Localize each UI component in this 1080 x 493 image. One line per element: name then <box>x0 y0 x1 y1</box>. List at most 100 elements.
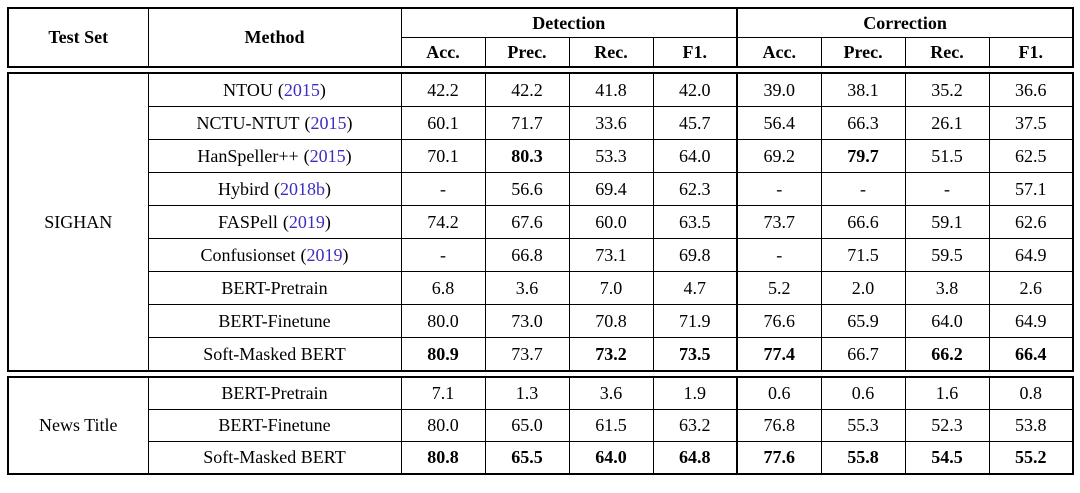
table-row: Soft-Masked BERT 80.9 73.7 73.2 73.5 77.… <box>8 337 1074 372</box>
metric-cell: 71.9 <box>652 304 738 338</box>
method-name: Soft-Masked BERT <box>203 343 346 364</box>
metric-cell: 3.6 <box>484 271 570 305</box>
metric-cell: 64.9 <box>988 304 1074 338</box>
metric-cell: 80.8 <box>400 441 486 475</box>
citation-link[interactable]: 2019 <box>288 211 325 232</box>
method-name: NCTU-NTUT <box>196 112 300 133</box>
metric-cell: 73.7 <box>484 337 570 372</box>
method-name: HanSpeller++ <box>197 145 299 166</box>
section-news-title: News Title BERT-Pretrain 7.1 1.3 3.6 1.9… <box>7 376 1074 475</box>
table-row: BERT-Pretrain 6.8 3.6 7.0 4.7 5.2 2.0 3.… <box>8 271 1074 305</box>
metric-cell: 45.7 <box>652 106 738 140</box>
metric-cell: 62.5 <box>988 139 1074 173</box>
metric-cell: 4.7 <box>652 271 738 305</box>
metric-cell: 64.9 <box>988 238 1074 272</box>
method-name: BERT-Pretrain <box>221 383 328 403</box>
metric-cell: 1.9 <box>652 376 738 410</box>
metric-cell: 62.3 <box>652 172 738 206</box>
paren: ( <box>304 112 311 133</box>
metric-cell: 5.2 <box>736 271 822 305</box>
metric-cell: 66.4 <box>988 337 1074 372</box>
metric-cell: 33.6 <box>568 106 654 140</box>
metric-cell: 59.1 <box>904 205 990 239</box>
table-row: NCTU-NTUT (2015) 60.1 71.7 33.6 45.7 56.4… <box>8 106 1074 140</box>
metric-cell: 2.6 <box>988 271 1074 305</box>
paren: ) <box>319 79 326 100</box>
metric-cell: 70.1 <box>400 139 486 173</box>
paren: ( <box>300 244 307 265</box>
correction-group-header: Correction <box>736 7 1074 38</box>
metric-cell: 80.3 <box>484 139 570 173</box>
table-header: Test Set Method Detection Correction Acc… <box>7 7 1075 68</box>
metric-cell: 42.2 <box>484 72 570 107</box>
metric-cell: 73.1 <box>568 238 654 272</box>
paren: ) <box>345 145 352 166</box>
metric-cell: 1.6 <box>904 376 990 410</box>
metric-cell: 64.0 <box>652 139 738 173</box>
metric-cell: 62.6 <box>988 205 1074 239</box>
metric-header: Prec. <box>484 37 570 68</box>
metric-cell: - <box>400 238 486 272</box>
table-row: FASPell (2019) 74.2 67.6 60.0 63.5 73.7 6… <box>8 205 1074 239</box>
metric-cell: 2.0 <box>820 271 906 305</box>
metric-cell: 67.6 <box>484 205 570 239</box>
metric-cell: 76.8 <box>736 409 822 442</box>
metric-cell: 76.6 <box>736 304 822 338</box>
header-row-metrics: Acc. Prec. Rec. F1. Acc. Prec. Rec. F1. <box>8 37 1074 68</box>
method-name: Confusionset <box>200 244 296 265</box>
citation-link[interactable]: 2015 <box>310 112 347 133</box>
header-row-groups: Test Set Method Detection Correction <box>7 7 1074 68</box>
paren: ) <box>346 112 353 133</box>
citation-link[interactable]: 2018b <box>280 178 325 199</box>
metric-header: Prec. <box>820 37 906 68</box>
section-sighan: SIGHAN NTOU (2015) 42.2 42.2 41.8 42.0 39… <box>7 72 1074 372</box>
metric-cell: 52.3 <box>904 409 990 442</box>
table-row: Soft-Masked BERT 80.8 65.5 64.0 64.8 77.… <box>8 441 1074 475</box>
metric-cell: 80.0 <box>400 409 486 442</box>
metric-cell: 69.2 <box>736 139 822 173</box>
paren: ) <box>342 244 349 265</box>
metric-cell: 60.0 <box>568 205 654 239</box>
metric-cell: 77.4 <box>736 337 822 372</box>
method-name: BERT-Finetune <box>218 415 331 435</box>
citation-link[interactable]: 2015 <box>283 79 320 100</box>
table-row: News Title BERT-Pretrain 7.1 1.3 3.6 1.9… <box>7 376 1074 475</box>
metric-cell: 57.1 <box>988 172 1074 206</box>
metric-cell: 0.6 <box>820 376 906 410</box>
metric-cell: 73.7 <box>736 205 822 239</box>
metric-cell: 37.5 <box>988 106 1074 140</box>
table-row: BERT-Finetune 80.0 65.0 61.5 63.2 76.8 5… <box>8 409 1074 442</box>
metric-cell: 35.2 <box>904 72 990 107</box>
metric-cell: 73.5 <box>652 337 738 372</box>
metric-cell: 71.7 <box>484 106 570 140</box>
test-set-cell: SIGHAN <box>7 72 149 372</box>
test-set-cell: News Title <box>7 376 149 475</box>
method-name: Soft-Masked BERT <box>203 447 346 467</box>
method-cell: HanSpeller++ (2015) <box>147 139 402 173</box>
metric-cell: 59.5 <box>904 238 990 272</box>
metric-cell: - <box>400 172 486 206</box>
metric-cell: 1.3 <box>484 376 570 410</box>
metric-cell: - <box>904 172 990 206</box>
citation-link[interactable]: 2015 <box>309 145 346 166</box>
metric-cell: 69.4 <box>568 172 654 206</box>
citation-link[interactable]: 2019 <box>306 244 343 265</box>
metric-cell: 74.2 <box>400 205 486 239</box>
metric-cell: 41.8 <box>568 72 654 107</box>
metric-cell: 70.8 <box>568 304 654 338</box>
metric-cell: 60.1 <box>400 106 486 140</box>
metric-cell: 73.0 <box>484 304 570 338</box>
table-row: HanSpeller++ (2015) 70.1 80.3 53.3 64.0 6… <box>8 139 1074 173</box>
method-header: Method <box>147 7 402 68</box>
metric-cell: - <box>736 172 822 206</box>
metric-cell: 7.1 <box>400 376 486 410</box>
metric-cell: 71.5 <box>820 238 906 272</box>
table-row: Confusionset (2019) - 66.8 73.1 69.8 - 71… <box>8 238 1074 272</box>
metric-header: F1. <box>988 37 1074 68</box>
method-cell: BERT-Finetune <box>147 304 402 338</box>
table-row: SIGHAN NTOU (2015) 42.2 42.2 41.8 42.0 39… <box>7 72 1074 372</box>
paren: ( <box>282 211 289 232</box>
method-name: FASPell <box>218 211 278 232</box>
metric-cell: 80.0 <box>400 304 486 338</box>
metric-cell: 80.9 <box>400 337 486 372</box>
